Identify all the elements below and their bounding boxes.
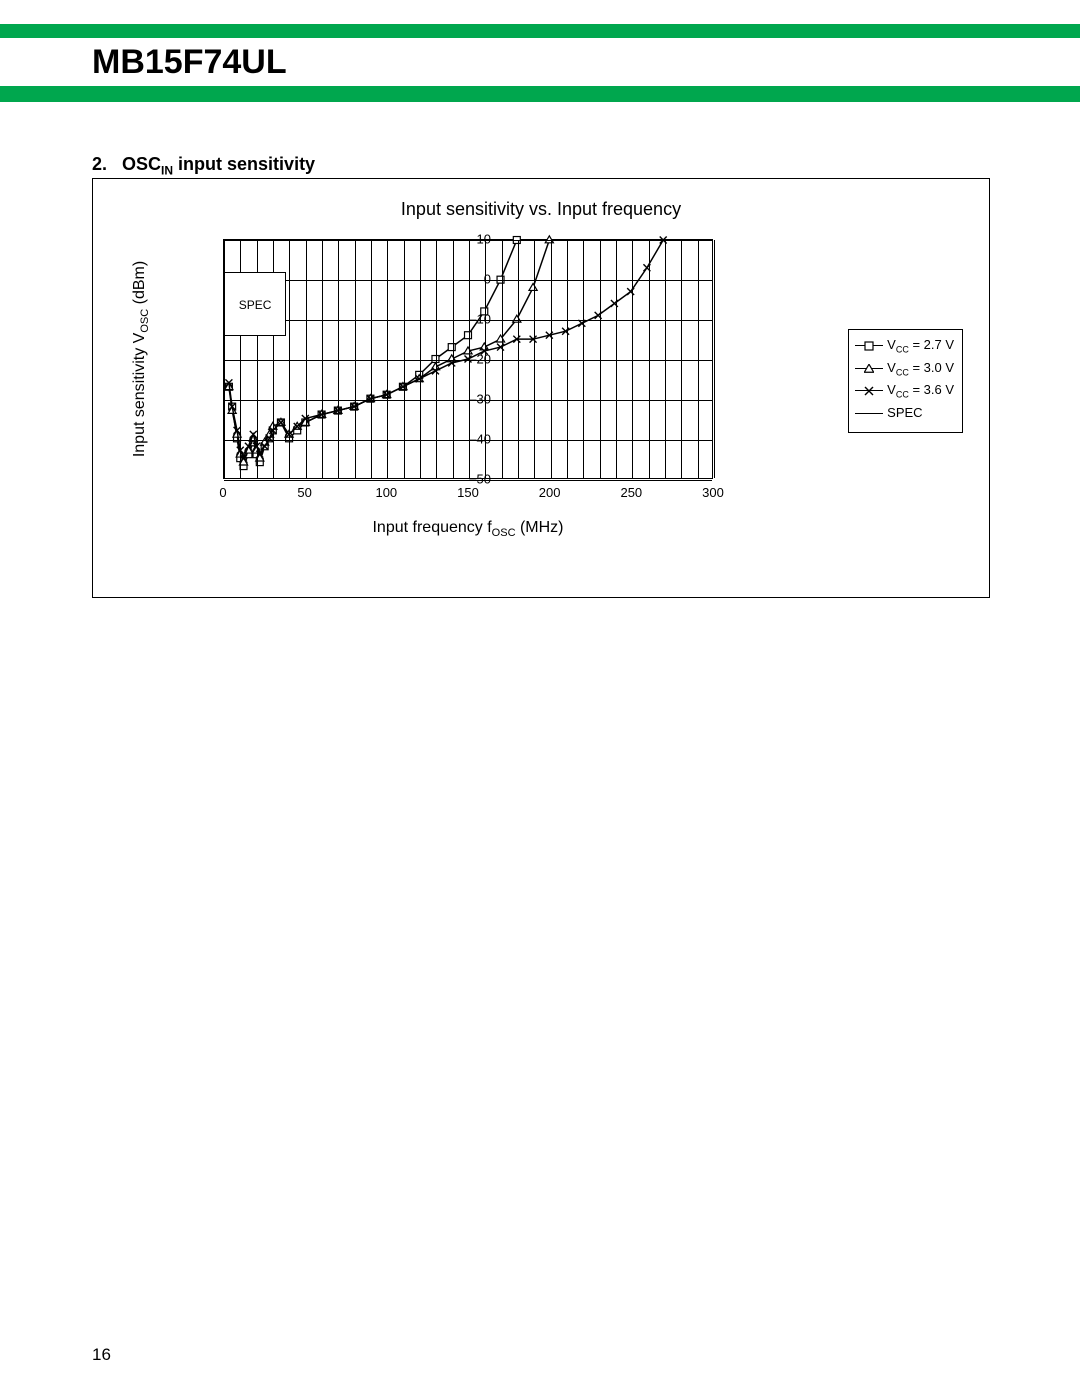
grid-line-v (322, 240, 323, 478)
section-number: 2. (92, 154, 107, 174)
grid-line-v (502, 240, 503, 478)
section-label-sub: IN (161, 164, 173, 178)
legend: VCC = 2.7 VVCC = 3.0 VVCC = 3.6 VSPEC (848, 329, 963, 433)
ylabel-prefix: Input sensitivity V (131, 333, 148, 458)
grid-line-v (404, 240, 405, 478)
legend-marker-none (855, 413, 883, 414)
grid-line-v (616, 240, 617, 478)
grid-line-v (698, 240, 699, 478)
grid-line-v (551, 240, 552, 478)
x-axis-label: Input frequency fOSC (MHz) (93, 519, 843, 539)
chart-container: Input sensitivity vs. Input frequency In… (92, 178, 990, 598)
x-tick-label: 50 (297, 485, 311, 500)
section-label-suffix: input sensitivity (173, 154, 315, 174)
legend-marker-triangle (855, 368, 883, 369)
legend-marker-square (855, 345, 883, 346)
grid-line-v (420, 240, 421, 478)
ylabel-suffix: (dBm) (131, 261, 148, 309)
section-label-prefix: OSC (122, 154, 161, 174)
x-tick-label: 200 (539, 485, 561, 500)
legend-item: SPEC (887, 404, 954, 427)
legend-item: VCC = 3.0 V (887, 359, 954, 382)
ylabel-sub: OSC (139, 309, 151, 333)
y-axis-label: Input sensitivity VOSC (dBm) (131, 261, 151, 457)
y-tick-label: –40 (431, 432, 491, 447)
legend-item: VCC = 2.7 V (887, 336, 954, 359)
grid-line-v (371, 240, 372, 478)
grid-line-v (681, 240, 682, 478)
legend-item: VCC = 3.6 V (887, 381, 954, 404)
series-marker (529, 283, 537, 290)
y-tick-label: 10 (431, 232, 491, 247)
grid-line-v (600, 240, 601, 478)
x-tick-label: 300 (702, 485, 724, 500)
legend-marker-x (855, 390, 883, 391)
page-number: 16 (92, 1345, 111, 1365)
x-tick-label: 150 (457, 485, 479, 500)
xlabel-prefix: Input frequency f (372, 519, 491, 536)
header-white-band: MB15F74UL (0, 38, 1080, 86)
y-tick-label: 0 (431, 272, 491, 287)
section-heading: 2. OSCIN input sensitivity (92, 154, 315, 178)
grid-line-v (714, 240, 715, 478)
series-marker (513, 315, 521, 322)
grid-line-v (355, 240, 356, 478)
grid-line-v (649, 240, 650, 478)
grid-line-v (306, 240, 307, 478)
x-tick-label: 0 (219, 485, 226, 500)
grid-line-v (387, 240, 388, 478)
chart-title: Input sensitivity vs. Input frequency (93, 199, 989, 220)
grid-line-v (518, 240, 519, 478)
x-tick-label: 100 (375, 485, 397, 500)
grid-line-v (583, 240, 584, 478)
page-title: MB15F74UL (92, 43, 287, 82)
xlabel-sub: OSC (492, 527, 516, 539)
xlabel-suffix: (MHz) (516, 519, 564, 536)
grid-line-v (289, 240, 290, 478)
grid-line-v (567, 240, 568, 478)
series-marker (465, 332, 472, 339)
grid-line-v (632, 240, 633, 478)
y-tick-label: –20 (431, 352, 491, 367)
y-tick-label: –10 (431, 312, 491, 327)
y-tick-label: –30 (431, 392, 491, 407)
grid-line-v (534, 240, 535, 478)
x-tick-label: 250 (620, 485, 642, 500)
grid-line-v (338, 240, 339, 478)
spec-box: SPEC (224, 272, 286, 336)
grid-line-v (665, 240, 666, 478)
